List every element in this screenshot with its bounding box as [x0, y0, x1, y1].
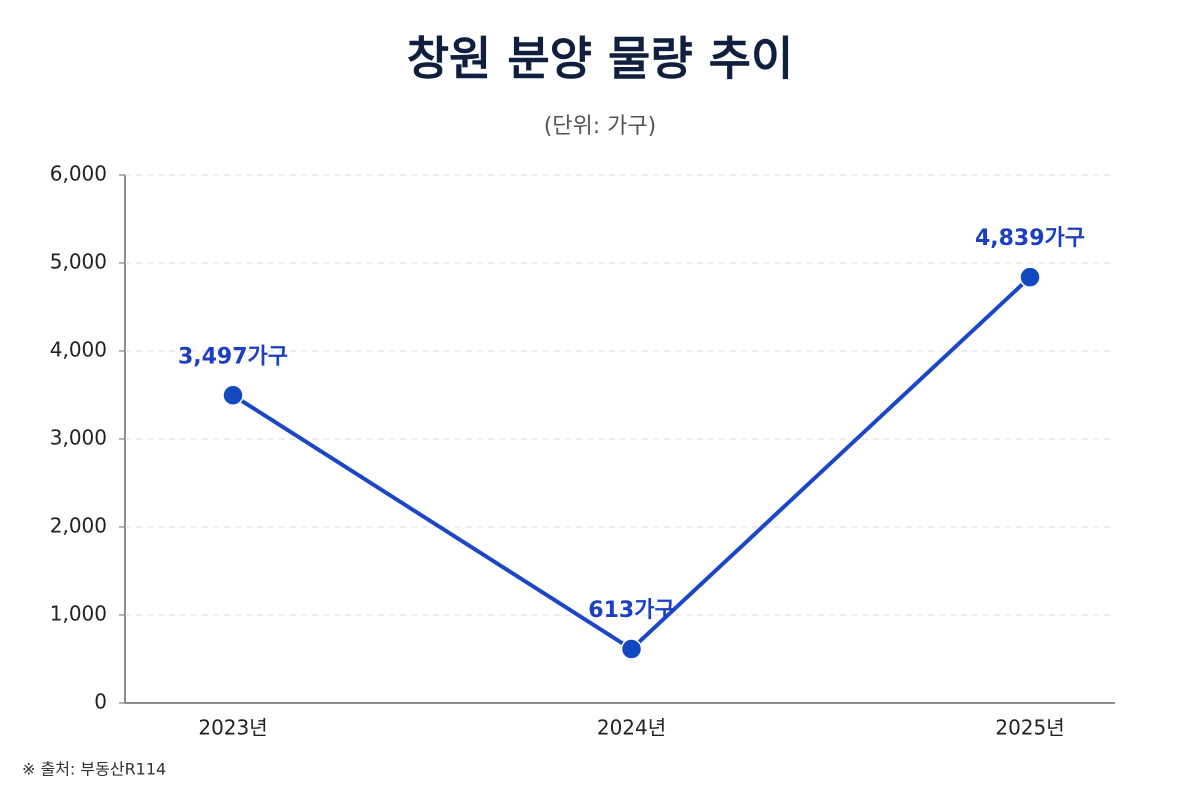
- chart-subtitle: (단위: 가구): [544, 114, 657, 139]
- y-tick-label: 1,000: [50, 602, 107, 626]
- x-tick-label: 2023년: [198, 716, 267, 740]
- y-tick-label: 4,000: [50, 338, 107, 362]
- source-note: ※ 출처: 부동산R114: [22, 760, 166, 779]
- data-point: [222, 384, 244, 407]
- y-tick-label: 6,000: [50, 162, 107, 186]
- data-point: [620, 638, 643, 660]
- x-tick-label: 2024년: [597, 716, 666, 740]
- y-tick-label: 3,000: [50, 426, 107, 450]
- y-tick-label: 5,000: [50, 250, 107, 274]
- data-line: [231, 275, 1032, 652]
- data-label: 613가구: [588, 598, 674, 623]
- y-tick-label: 2,000: [50, 514, 107, 538]
- x-tick-label: 2025년: [995, 716, 1064, 740]
- chart-title: 창원 분양 물량 추이: [407, 32, 794, 86]
- data-label: 3,497가구: [178, 344, 288, 369]
- data-label: 4,839가구: [975, 226, 1085, 251]
- y-tick-label: 0: [94, 690, 107, 714]
- data-point: [1019, 266, 1041, 288]
